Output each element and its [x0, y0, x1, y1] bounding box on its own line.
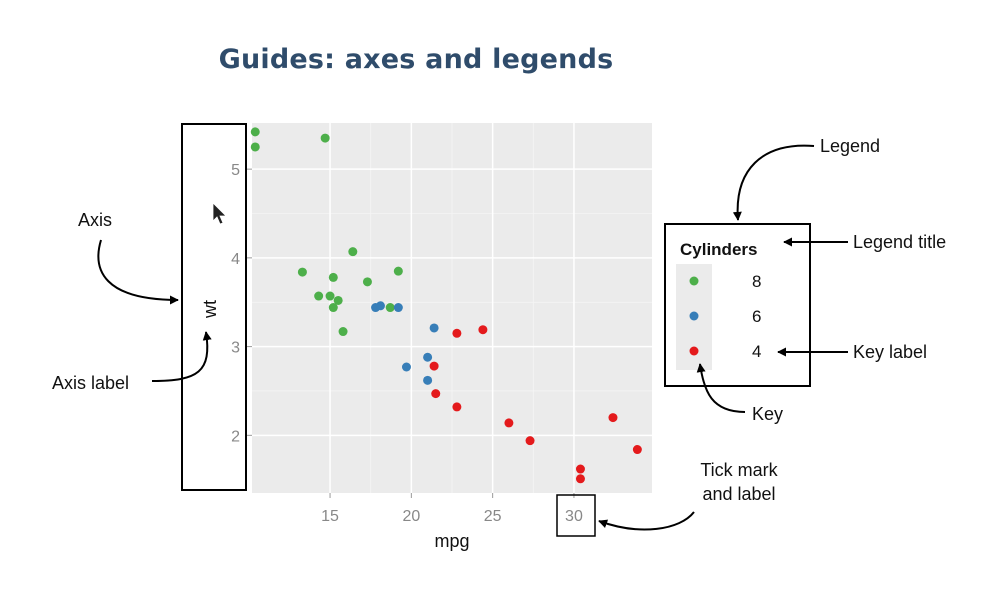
legend-key-4 — [689, 346, 699, 356]
legend-entries: 8 6 4 — [689, 272, 761, 361]
data-point-cyl-8 — [250, 142, 260, 152]
data-point-cyl-4 — [478, 325, 488, 335]
data-point-cyl-4 — [452, 402, 462, 412]
annotation-key: Key — [752, 404, 783, 424]
legend-label-6: 6 — [752, 307, 761, 326]
data-point-cyl-4 — [632, 445, 642, 455]
data-point-cyl-6 — [423, 375, 433, 385]
data-point-cyl-8 — [328, 272, 338, 282]
data-point-cyl-6 — [429, 323, 439, 333]
axis-highlight-box — [181, 123, 247, 491]
y-tick-label: 4 — [231, 251, 240, 268]
annotation-tick-mark-line1: Tick mark — [700, 460, 778, 480]
x-axis-ticks: 15 20 25 30 — [321, 493, 583, 525]
x-tick-label: 20 — [402, 508, 420, 525]
x-axis-label: mpg — [434, 531, 469, 551]
data-point-cyl-4 — [575, 464, 585, 474]
data-point-cyl-8 — [325, 291, 335, 301]
annotation-key-label: Key label — [853, 342, 927, 362]
data-point-cyl-4 — [608, 413, 618, 423]
annotation-tick-mark-line2: and label — [702, 484, 775, 504]
data-point-cyl-4 — [575, 474, 585, 484]
tick-highlight-box — [556, 494, 596, 537]
y-tick-label: 3 — [231, 340, 240, 357]
annotation-legend-title: Legend title — [853, 232, 946, 252]
cursor-arrow-icon — [212, 202, 227, 225]
annotation-axis: Axis — [78, 210, 112, 230]
data-point-cyl-6 — [423, 352, 433, 362]
data-point-cyl-6 — [401, 362, 411, 372]
y-axis-ticks: 2 3 4 5 — [231, 162, 252, 445]
data-point-cyl-6 — [375, 301, 385, 311]
data-points — [250, 127, 642, 484]
data-point-cyl-8 — [338, 327, 348, 337]
legend-title: Cylinders — [680, 240, 757, 259]
data-point-cyl-4 — [504, 418, 514, 428]
data-point-cyl-8 — [314, 291, 324, 301]
y-tick-label: 5 — [231, 162, 240, 179]
data-point-cyl-8 — [348, 247, 358, 257]
data-point-cyl-4 — [431, 389, 441, 399]
x-tick-label: 30 — [565, 508, 583, 525]
arrow-axis-label — [151, 331, 212, 382]
data-point-cyl-8 — [328, 303, 338, 313]
data-point-cyl-8 — [333, 295, 343, 305]
data-point-cyl-8 — [297, 267, 307, 277]
arrow-key — [696, 363, 746, 413]
legend-label-4: 4 — [752, 342, 761, 361]
data-point-cyl-4 — [452, 328, 462, 338]
legend-key-6 — [689, 311, 699, 321]
annotation-legend: Legend — [820, 136, 880, 156]
y-axis-label: wt — [200, 300, 220, 319]
x-tick-label: 15 — [321, 508, 339, 525]
data-point-cyl-8 — [385, 303, 395, 313]
data-point-cyl-8 — [393, 266, 403, 276]
x-tick-label: 25 — [484, 508, 502, 525]
data-point-cyl-4 — [525, 436, 535, 446]
arrow-axis — [97, 239, 179, 305]
data-point-cyl-8 — [250, 127, 260, 137]
arrow-tick-mark — [598, 511, 695, 531]
y-tick-label: 2 — [231, 428, 240, 445]
data-point-cyl-6 — [393, 303, 403, 313]
legend-label-8: 8 — [752, 272, 761, 291]
data-point-cyl-8 — [362, 277, 372, 287]
page-title: Guides: axes and legends — [218, 44, 614, 75]
legend-key-8 — [689, 276, 699, 286]
data-point-cyl-4 — [429, 361, 439, 371]
data-point-cyl-8 — [320, 133, 330, 143]
arrow-legend — [732, 144, 815, 221]
annotation-axis-label: Axis label — [52, 373, 129, 393]
